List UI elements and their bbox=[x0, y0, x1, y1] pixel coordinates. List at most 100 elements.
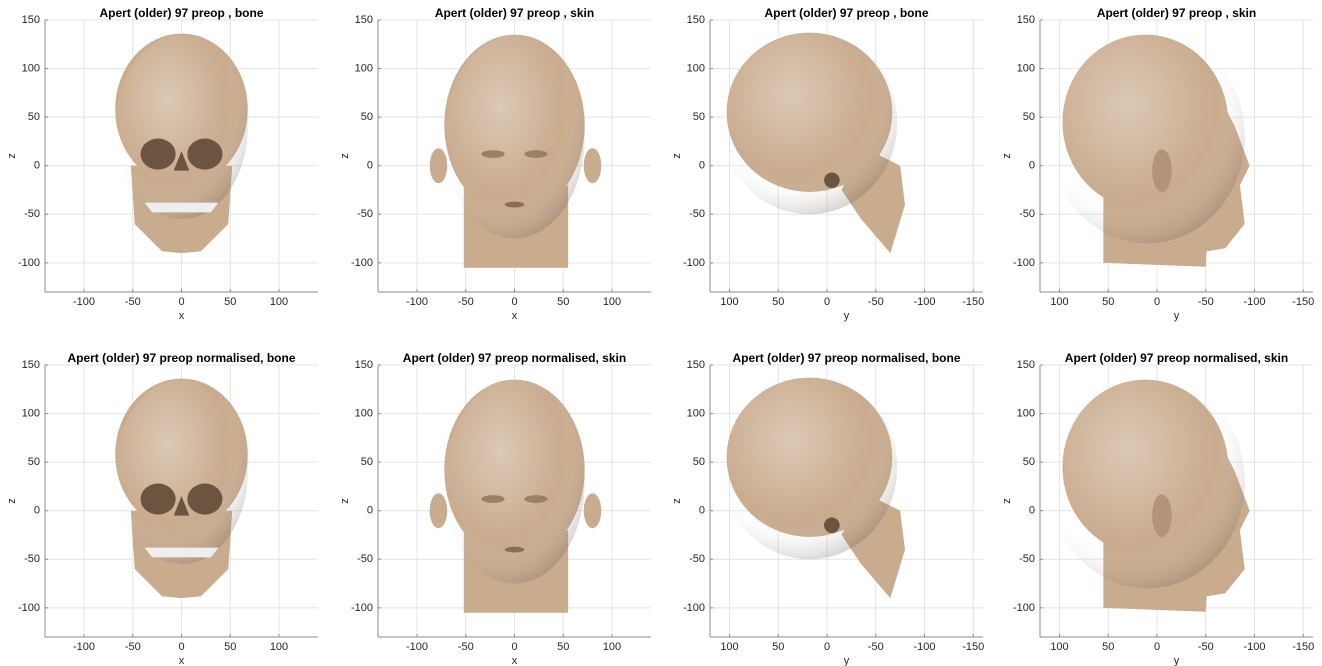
y-tick-label: 100 bbox=[22, 407, 40, 419]
chart-title: Apert (older) 97 preop normalised, bone bbox=[67, 351, 295, 365]
y-axis-label: z bbox=[6, 498, 18, 504]
shading bbox=[721, 29, 898, 215]
ear bbox=[429, 493, 448, 529]
shading bbox=[721, 374, 898, 560]
x-tick-label: 50 bbox=[224, 641, 236, 653]
x-tick-label: 50 bbox=[1102, 641, 1114, 653]
chart-title: Apert (older) 97 preop , skin bbox=[1097, 6, 1256, 20]
y-tick-label: -100 bbox=[1013, 602, 1035, 614]
y-tick-label: 100 bbox=[1017, 62, 1035, 74]
y-tick-label: 50 bbox=[1023, 111, 1035, 123]
mouth bbox=[504, 201, 525, 208]
x-axis-label: x bbox=[512, 310, 518, 322]
x-tick-label: -50 bbox=[458, 641, 474, 653]
x-tick-label: -150 bbox=[962, 641, 984, 653]
ear bbox=[429, 148, 448, 184]
ear-canal bbox=[824, 172, 840, 189]
x-tick-label: 0 bbox=[1154, 641, 1160, 653]
y-tick-label: -100 bbox=[1013, 257, 1035, 269]
shading bbox=[115, 379, 248, 565]
x-tick-label: -50 bbox=[1198, 296, 1214, 308]
eye bbox=[524, 495, 548, 503]
x-tick-label: -50 bbox=[125, 296, 141, 308]
x-tick-label: 50 bbox=[772, 296, 784, 308]
x-tick-label: 50 bbox=[557, 296, 569, 308]
shading bbox=[1049, 374, 1245, 589]
y-tick-label: -100 bbox=[351, 602, 373, 614]
x-axis-label: y bbox=[1174, 655, 1180, 666]
x-tick-label: 0 bbox=[511, 296, 517, 308]
shading bbox=[115, 34, 248, 220]
eye-socket bbox=[140, 483, 176, 515]
x-tick-label: -100 bbox=[406, 641, 428, 653]
y-tick-label: -50 bbox=[24, 208, 40, 220]
panel: 100 50 0 -50 -100 -150 -100 -50 0 50 100 150 Apert (… bbox=[671, 351, 984, 666]
y-tick-label: 150 bbox=[22, 359, 40, 371]
eye-socket bbox=[140, 138, 176, 170]
x-tick-label: 0 bbox=[178, 641, 184, 653]
y-tick-label: -50 bbox=[1019, 208, 1035, 220]
y-tick-label: 100 bbox=[687, 407, 705, 419]
y-tick-label: 150 bbox=[355, 14, 373, 26]
x-axis-label: x bbox=[179, 655, 185, 666]
x-tick-label: 100 bbox=[1050, 641, 1068, 653]
shading bbox=[1049, 29, 1245, 244]
chart-title: Apert (older) 97 preop normalised, bone bbox=[732, 351, 960, 365]
y-tick-label: -50 bbox=[357, 553, 373, 565]
x-tick-label: 100 bbox=[603, 296, 621, 308]
eye bbox=[524, 150, 548, 158]
x-axis-label: y bbox=[844, 655, 850, 666]
ear bbox=[583, 493, 602, 529]
y-tick-label: 100 bbox=[355, 62, 373, 74]
y-tick-label: -100 bbox=[351, 257, 373, 269]
y-tick-label: -100 bbox=[683, 257, 705, 269]
x-tick-label: -100 bbox=[406, 296, 428, 308]
teeth bbox=[144, 547, 219, 558]
y-axis-label: z bbox=[6, 153, 18, 159]
x-tick-label: -150 bbox=[1292, 641, 1314, 653]
y-tick-label: -100 bbox=[18, 602, 40, 614]
y-tick-label: 0 bbox=[1029, 160, 1035, 172]
y-tick-label: 100 bbox=[687, 62, 705, 74]
x-tick-label: -50 bbox=[1198, 641, 1214, 653]
y-axis-label: z bbox=[339, 153, 351, 159]
panel: -100 -50 0 50 100 -100 -50 0 50 100 150 Apert (olde… bbox=[339, 6, 651, 322]
y-axis-label: z bbox=[1001, 153, 1013, 159]
y-tick-label: -50 bbox=[357, 208, 373, 220]
ear bbox=[1152, 494, 1172, 537]
x-tick-label: -100 bbox=[73, 296, 95, 308]
y-tick-label: 0 bbox=[34, 160, 40, 172]
x-tick-label: -50 bbox=[125, 641, 141, 653]
y-axis-label: z bbox=[671, 498, 683, 504]
y-tick-label: 50 bbox=[693, 456, 705, 468]
y-tick-label: 150 bbox=[355, 359, 373, 371]
shading bbox=[444, 379, 585, 584]
shading bbox=[444, 34, 585, 239]
ear bbox=[1152, 149, 1172, 192]
y-tick-label: 0 bbox=[699, 160, 705, 172]
x-tick-label: 50 bbox=[772, 641, 784, 653]
x-tick-label: -150 bbox=[962, 296, 984, 308]
y-tick-label: -50 bbox=[24, 553, 40, 565]
x-tick-label: -150 bbox=[1292, 296, 1314, 308]
teeth bbox=[144, 202, 219, 213]
chart-title: Apert (older) 97 preop normalised, skin bbox=[403, 351, 626, 365]
x-tick-label: 0 bbox=[824, 296, 830, 308]
y-tick-label: 100 bbox=[355, 407, 373, 419]
nasal-cavity bbox=[173, 151, 190, 171]
y-axis-label: z bbox=[339, 498, 351, 504]
x-axis-label: x bbox=[179, 310, 185, 322]
x-tick-label: -100 bbox=[1243, 296, 1265, 308]
x-tick-label: 50 bbox=[224, 296, 236, 308]
x-tick-label: 0 bbox=[824, 641, 830, 653]
y-axis-label: z bbox=[671, 153, 683, 159]
y-tick-label: 0 bbox=[34, 505, 40, 517]
y-tick-label: 150 bbox=[687, 14, 705, 26]
y-tick-label: 150 bbox=[22, 14, 40, 26]
y-tick-label: 50 bbox=[1023, 456, 1035, 468]
y-tick-label: 50 bbox=[28, 111, 40, 123]
y-tick-label: 150 bbox=[687, 359, 705, 371]
y-tick-label: 50 bbox=[361, 111, 373, 123]
ear bbox=[583, 148, 602, 184]
